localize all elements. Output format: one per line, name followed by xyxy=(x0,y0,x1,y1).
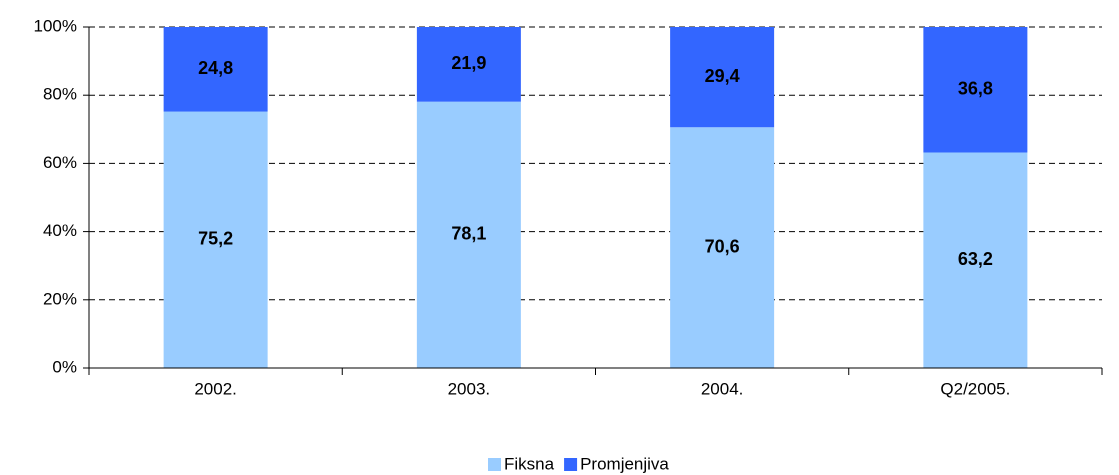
legend-label: Promjenjiva xyxy=(580,454,669,473)
x-tick-label: 2003. xyxy=(448,379,491,398)
x-tick-label: 2004. xyxy=(701,379,744,398)
data-label: 78,1 xyxy=(451,224,486,244)
data-label: 24,8 xyxy=(198,58,233,78)
x-tick-label: Q2/2005. xyxy=(940,379,1010,398)
bar-segment xyxy=(416,101,521,368)
bar-segment xyxy=(416,27,521,102)
x-tick-label: 2002. xyxy=(194,379,237,398)
y-tick-label: 40% xyxy=(43,221,77,240)
bars xyxy=(163,27,1028,369)
y-tick-label: 60% xyxy=(43,153,77,172)
legend: Fiksna Promjenjiva xyxy=(488,454,669,473)
bar-segment xyxy=(670,27,775,128)
bar-segment xyxy=(163,111,268,369)
bar-segment xyxy=(923,27,1028,153)
y-tick-label: 100% xyxy=(34,16,77,35)
data-label: 63,2 xyxy=(958,249,993,269)
legend-swatch xyxy=(564,458,578,471)
data-label: 75,2 xyxy=(198,229,233,249)
y-tick-label: 0% xyxy=(52,357,77,376)
data-label: 36,8 xyxy=(958,78,993,98)
legend-label: Fiksna xyxy=(504,454,555,473)
data-label: 70,6 xyxy=(705,236,740,256)
bar-segment xyxy=(923,152,1028,368)
bar-segment xyxy=(670,127,775,368)
data-label: 29,4 xyxy=(705,66,740,86)
bar-segment xyxy=(163,27,268,112)
y-tick-label: 80% xyxy=(43,85,77,104)
data-label: 21,9 xyxy=(451,53,486,73)
y-tick-label: 20% xyxy=(43,289,77,308)
legend-swatch xyxy=(488,458,501,471)
